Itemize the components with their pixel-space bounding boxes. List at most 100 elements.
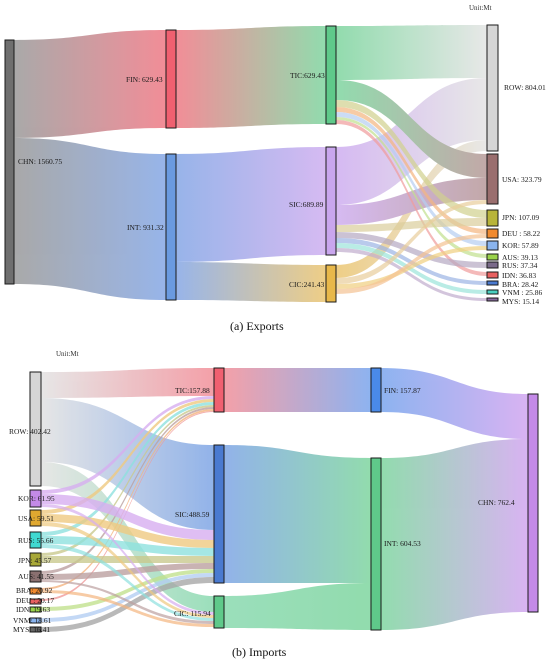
label-sic: SIC:488.59 <box>175 510 210 519</box>
label-vnm: VNM: 18.61 <box>13 616 52 625</box>
node-jpn <box>29 552 42 567</box>
link-cic-deu <box>336 234 487 294</box>
node-int <box>370 457 382 631</box>
label-jpn: JPN: 107.09 <box>502 213 539 222</box>
link-fin-chn <box>381 368 528 439</box>
link-int-cic <box>176 262 326 302</box>
label-idn: IDN: 19.63 <box>16 605 50 614</box>
label-chn: CHN: 762.4 <box>478 498 515 507</box>
exports-panel: Unit:Mt <box>4 4 546 333</box>
node-row <box>486 24 499 152</box>
label-kor: KOR: 61.95 <box>18 494 55 503</box>
link-row-tic <box>41 368 214 398</box>
link-sic-rus <box>336 232 487 268</box>
imports-panel: Unit:Mt <box>9 350 539 659</box>
link-aus-cic <box>41 580 214 624</box>
label-usa: USA: 323.79 <box>502 175 542 184</box>
node-vnm <box>486 289 499 295</box>
label-chn: CHN: 1560.75 <box>18 157 62 166</box>
node-sic <box>325 146 337 256</box>
node-deu <box>29 598 42 605</box>
label-aus: AUS: 41.55 <box>18 572 54 581</box>
node-sic <box>213 444 225 584</box>
imports-unit-label: Unit:Mt <box>56 350 79 358</box>
link-chn-int <box>14 138 166 300</box>
label-cic: CIC: 115.94 <box>174 609 211 618</box>
node-kor <box>29 489 42 508</box>
node-row <box>29 371 42 487</box>
label-rus: RUS: 55.66 <box>18 536 54 545</box>
label-sic: SIC:689.89 <box>289 200 324 209</box>
link-tic-jpn <box>336 100 487 218</box>
link-tic-kor <box>336 112 487 246</box>
label-aus: AUS: 39.13 <box>502 253 538 262</box>
link-mys-sic <box>41 577 214 632</box>
label-int: INT: 604.53 <box>384 539 421 548</box>
link-cic-int <box>224 583 371 630</box>
link-tic-fin <box>224 368 371 412</box>
node-tic <box>325 25 337 125</box>
node-kor <box>486 240 499 251</box>
link-bra-cic <box>41 590 214 627</box>
label-cic: CIC:241.43 <box>289 280 324 289</box>
node-fin <box>370 367 382 413</box>
link-sic-mys <box>336 248 487 301</box>
imports-links <box>41 368 528 632</box>
link-tic-deu <box>336 107 487 234</box>
link-idn-sic <box>41 569 214 611</box>
node-jpn <box>486 209 499 227</box>
imports-labels: ROW: 402.42 KOR: 61.95 USA: 59.51 RUS: 5… <box>9 386 515 634</box>
label-idn: IDN: 36.83 <box>502 271 536 280</box>
link-row-cic <box>41 462 214 612</box>
node-mys <box>29 626 42 633</box>
link-usa-cic <box>41 522 214 618</box>
exports-nodes <box>4 24 499 303</box>
label-row: ROW: 402.42 <box>9 427 51 436</box>
label-kor: KOR: 57.89 <box>502 241 539 250</box>
node-bra <box>486 280 499 286</box>
link-usa-sic <box>41 514 214 548</box>
exports-links <box>14 25 487 302</box>
node-chn <box>527 393 539 613</box>
link-sic-row <box>336 78 487 205</box>
node-cic <box>213 595 225 629</box>
label-mys: MYS: 15.14 <box>502 297 539 306</box>
imports-nodes <box>29 367 539 633</box>
node-usa <box>486 153 499 205</box>
node-tic <box>213 367 225 413</box>
link-jpn-sic <box>41 556 214 563</box>
node-int <box>165 153 177 301</box>
label-row: ROW: 804.01 <box>504 83 546 92</box>
label-vnm: VNM : 25.86 <box>502 288 542 297</box>
link-int-chn <box>381 439 528 630</box>
label-int: INT: 931.32 <box>127 223 164 232</box>
link-tic-usa <box>336 80 487 178</box>
exports-caption: (a) Exports <box>230 319 284 333</box>
node-cic <box>325 264 337 303</box>
node-mys <box>486 297 499 302</box>
link-fin-tic <box>176 26 326 128</box>
link-vnm-sic <box>41 573 214 622</box>
node-deu <box>486 228 499 239</box>
label-tic: TIC:157.88 <box>175 386 210 395</box>
label-rus: RUS: 37.34 <box>502 261 538 270</box>
link-sic-int <box>224 445 371 583</box>
label-deu: DEU : 20.17 <box>16 596 54 605</box>
node-usa <box>29 509 42 527</box>
node-idn <box>29 606 42 613</box>
label-deu: DEU : 58.22 <box>502 229 540 238</box>
link-kor-sic <box>41 494 214 540</box>
label-tic: TIC:629.43 <box>290 71 325 80</box>
node-bra <box>29 587 42 595</box>
link-chn-fin <box>14 30 166 138</box>
label-fin: FIN: 157.87 <box>384 386 421 395</box>
label-usa: USA: 59.51 <box>18 514 54 523</box>
link-sic-jpn <box>336 218 487 232</box>
label-fin: FIN: 629.43 <box>126 75 163 84</box>
node-rus <box>486 261 499 269</box>
label-jpn: JPN: 45.57 <box>18 556 52 565</box>
imports-caption: (b) Imports <box>232 645 287 659</box>
link-row-sic <box>41 398 214 530</box>
exports-labels: CHN: 1560.75 FIN: 629.43 INT: 931.32 TIC… <box>18 71 546 306</box>
